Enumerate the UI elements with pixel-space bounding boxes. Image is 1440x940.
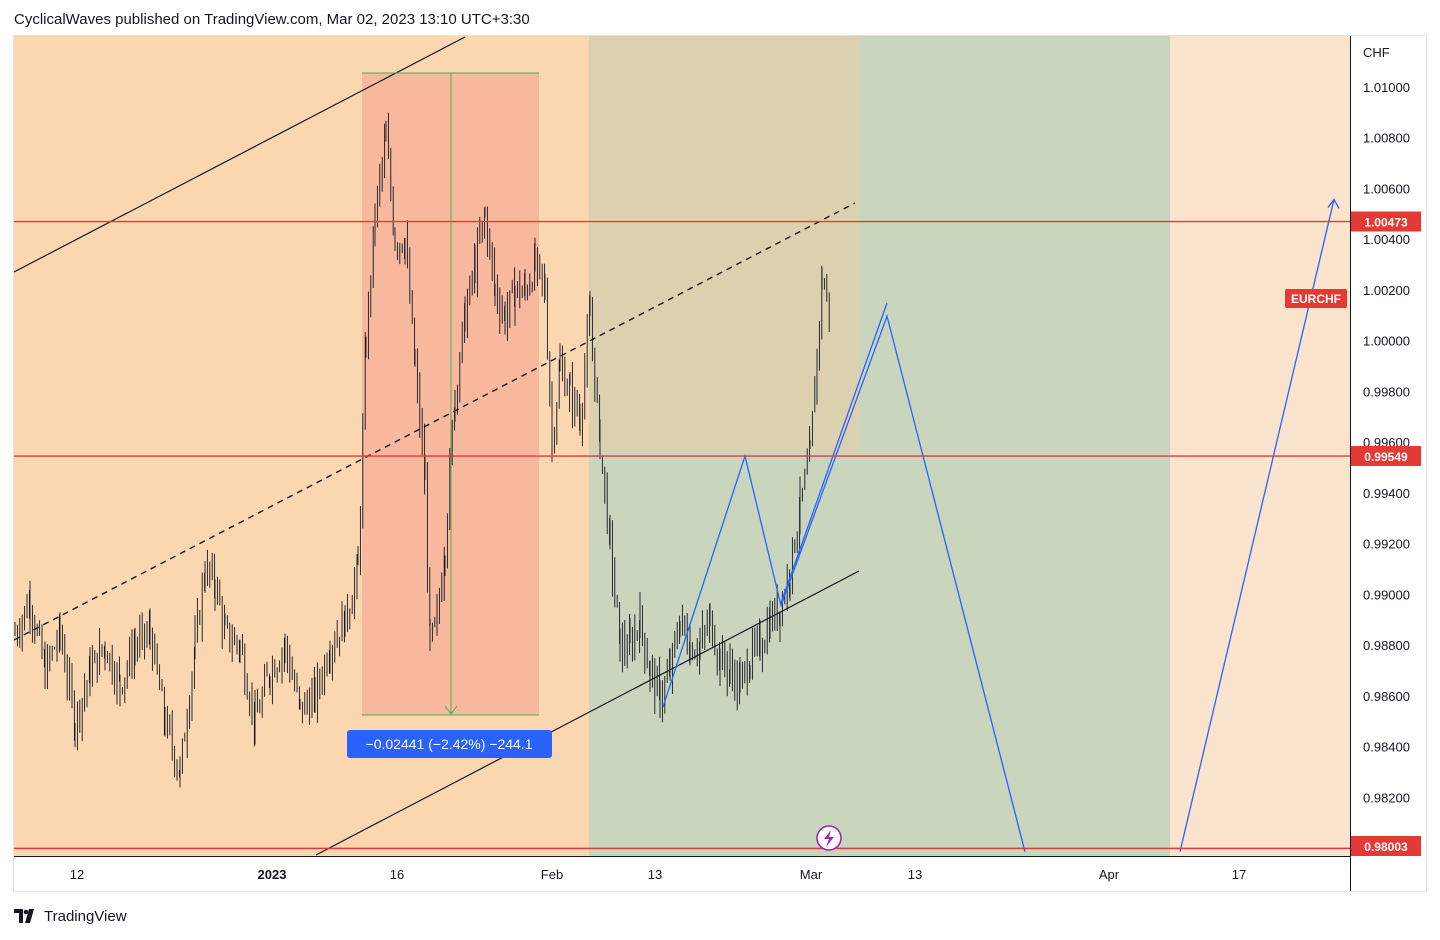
time-tick-label: 13 (648, 867, 662, 882)
price-levels-layer (14, 220, 1350, 850)
price-tick-label: 0.99200 (1363, 537, 1410, 552)
footer-brand: TradingView (14, 905, 127, 927)
measure-label-box (347, 730, 552, 758)
time-tick-label: 16 (390, 867, 404, 882)
price-level-badge-label: 0.99549 (1364, 450, 1408, 464)
tradingview-logo-icon (14, 909, 34, 923)
price-level-badge (1351, 836, 1421, 856)
zone-range-green (859, 36, 1170, 856)
price-axis[interactable]: 1.01000 1.00800 1.00600 1.00400 1.00200 1.000… (1363, 80, 1410, 806)
price-tick-label: 1.01000 (1363, 80, 1410, 95)
price-tick-label: 1.00000 (1363, 334, 1410, 349)
price-tick-label: 1.00400 (1363, 232, 1410, 247)
currency-label: CHF (1363, 45, 1390, 60)
price-tick-label: 1.00200 (1363, 283, 1410, 298)
price-tick-label: 0.98800 (1363, 638, 1410, 653)
price-tick-label: 1.00600 (1363, 181, 1410, 196)
time-tick-label: Feb (541, 867, 563, 882)
price-tick-label: 0.98600 (1363, 689, 1410, 704)
time-axis-background (14, 857, 1351, 892)
price-tick-label: 0.99400 (1363, 486, 1410, 501)
time-tick-label: Mar (800, 867, 823, 882)
time-tick-label: 17 (1232, 867, 1246, 882)
projection-zigzag-line (662, 314, 1026, 852)
publish-header: CyclicalWaves published on TradingView.c… (14, 11, 530, 28)
channel-mid-dashed-line (13, 202, 856, 641)
price-tick-label: 1.00800 (1363, 131, 1410, 146)
time-tick-label: 2023 (258, 867, 287, 882)
projection-rally-line (1179, 199, 1335, 852)
price-level-badge-label: 1.00473 (1364, 216, 1408, 230)
measure-arrow-head (444, 705, 458, 715)
lightning-event-icon[interactable] (816, 825, 842, 851)
measure-label: −0.02441 (−2.42%) −244.1 (366, 736, 533, 752)
symbol-badge-box (1285, 289, 1347, 308)
time-tick-label: 13 (908, 867, 922, 882)
price-tick-label: 0.99000 (1363, 587, 1410, 602)
price-level-badge (1351, 446, 1421, 467)
symbol-badge: EURCHF (1291, 292, 1341, 306)
projection-arrow-head (1327, 198, 1340, 209)
chart-frame (13, 35, 1427, 892)
price-tick-label: 0.98400 (1363, 740, 1410, 755)
price-level-badge (1351, 211, 1421, 232)
price-level-badges: 1.00473 0.99549 0.98003 (1351, 211, 1421, 856)
price-tick-label: 0.99800 (1363, 384, 1410, 399)
price-tick-label: 0.98200 (1363, 790, 1410, 805)
channel-lower-line (315, 570, 860, 856)
projection-support-line (780, 302, 888, 604)
zone-range-olive (589, 36, 859, 451)
candles-layer (14, 112, 830, 788)
tradingview-brand: TradingView (44, 907, 127, 925)
time-axis[interactable]: 12 2023 16 Feb 13 Mar 13 Apr 17 (70, 867, 1246, 882)
time-tick-label: 12 (70, 867, 84, 882)
price-level-badge-label: 0.98003 (1364, 840, 1408, 854)
channel-upper-line (13, 36, 466, 273)
time-tick-label: Apr (1099, 867, 1120, 882)
